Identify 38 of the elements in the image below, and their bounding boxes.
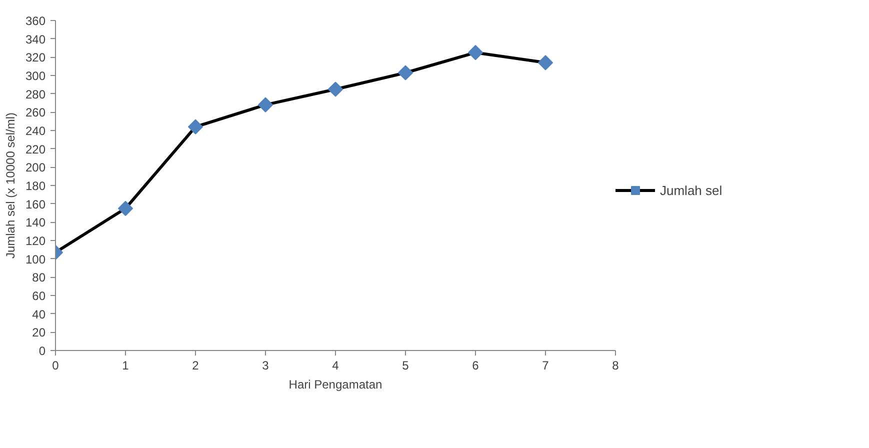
- point: [468, 45, 484, 60]
- x-tick-label: 4: [332, 358, 340, 372]
- point: [398, 65, 414, 80]
- y-tick-label: 100: [25, 252, 46, 266]
- y-tick-label: 320: [25, 50, 46, 65]
- point: [118, 200, 134, 216]
- legend-label: Jumlah sel: [660, 182, 722, 198]
- point: [258, 97, 274, 112]
- y-tick-label: 340: [25, 32, 46, 46]
- y-tick-label: 180: [25, 179, 46, 193]
- point: [188, 119, 204, 134]
- x-tick-label: 8: [612, 358, 620, 372]
- y-tick-label: 360: [25, 14, 46, 28]
- y-tick-label: 220: [25, 142, 46, 156]
- x-tick-label: 7: [542, 358, 550, 372]
- y-tick-label: 0: [38, 344, 46, 358]
- y-tick-label: 260: [25, 106, 46, 120]
- point: [328, 82, 344, 97]
- x-tick-label: 6: [472, 358, 480, 372]
- x-tick-label: 0: [52, 358, 60, 372]
- y-axis-title: Jumlah sel (x 10000 sel/ml): [3, 112, 18, 259]
- y-tick-label: 20: [32, 326, 46, 340]
- y-tick-label: 80: [32, 270, 46, 285]
- point: [538, 55, 554, 70]
- y-tick-label: 120: [25, 234, 46, 248]
- x-tick-label: 2: [192, 358, 200, 372]
- x-tick-label: 1: [122, 358, 130, 372]
- y-tick-label: 160: [25, 197, 46, 212]
- y-tick-label: 240: [25, 124, 46, 138]
- y-tick-label: 280: [25, 87, 46, 102]
- y-tick-label: 140: [25, 216, 46, 230]
- x-tick-label: 5: [402, 358, 410, 372]
- y-tick-label: 200: [25, 160, 46, 175]
- x-tick-label: 3: [262, 358, 270, 372]
- y-tick-label: 60: [32, 289, 46, 303]
- x-axis-title: Hari Pengamatan: [288, 378, 382, 392]
- y-tick-label: 300: [25, 69, 46, 83]
- y-tick-label: 40: [32, 307, 46, 322]
